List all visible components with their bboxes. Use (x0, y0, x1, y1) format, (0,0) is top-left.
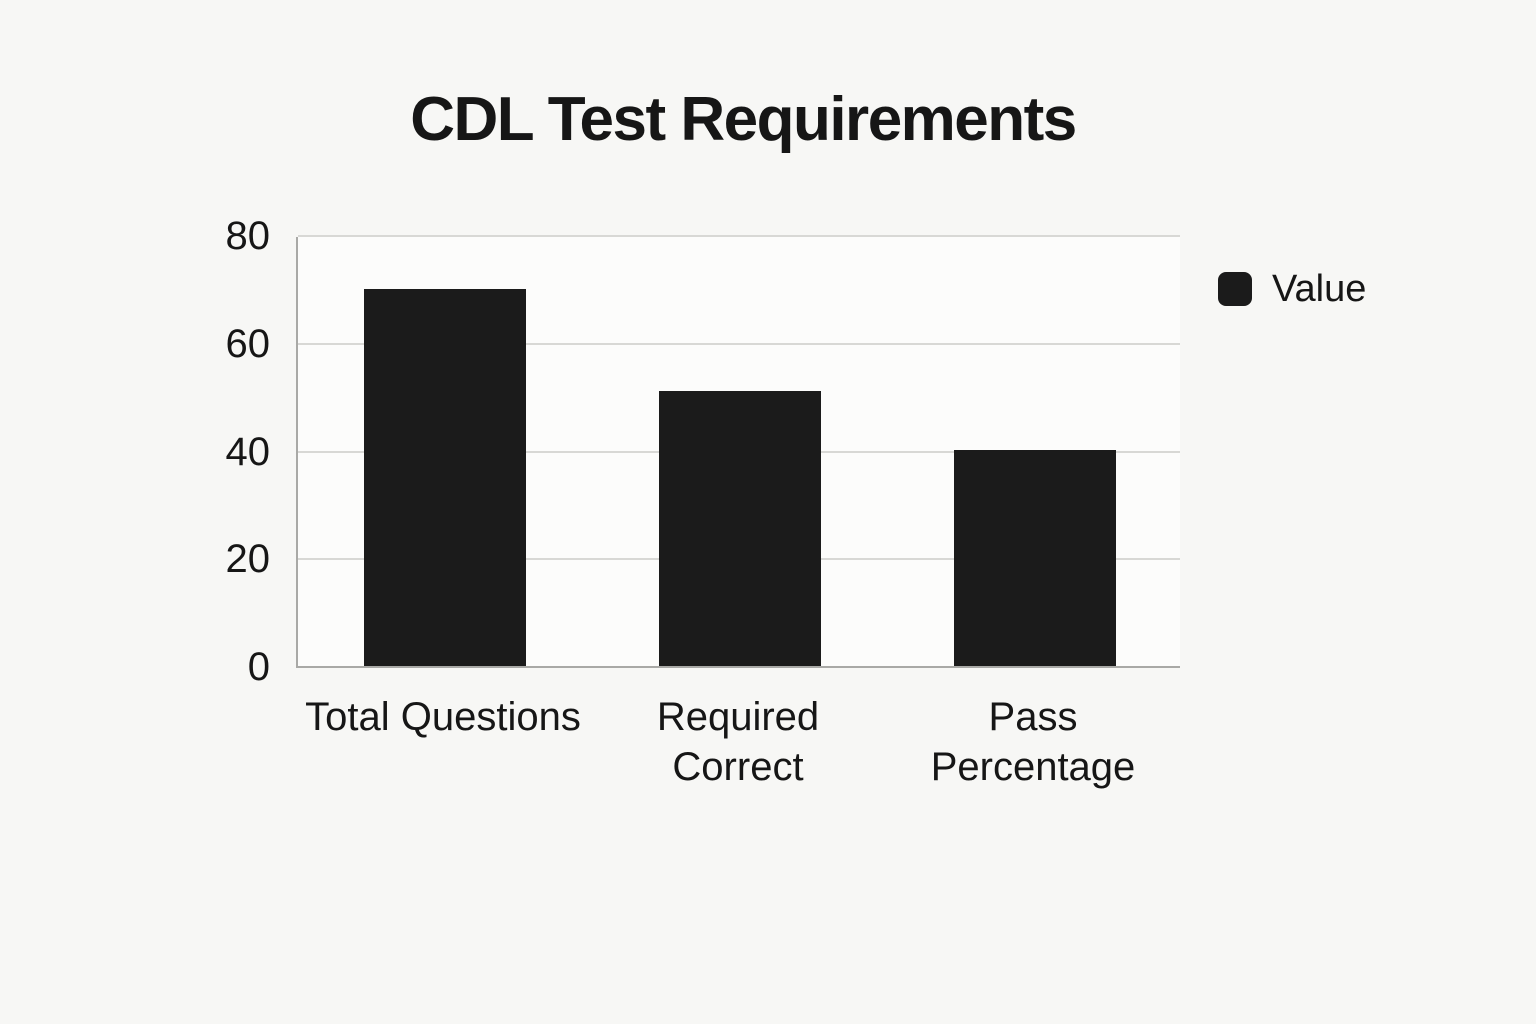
y-tick-label-0: 0 (247, 645, 270, 689)
y-tick-label-60: 60 (225, 321, 271, 366)
legend-label: Value (1272, 268, 1367, 310)
bar-required-correct (659, 391, 821, 666)
x-label-total-questions: Total Questions (305, 695, 581, 739)
legend: Value (1218, 270, 1366, 308)
gridline-60 (298, 342, 1180, 345)
y-tick-label-20: 20 (225, 537, 271, 582)
legend-swatch-icon (1218, 272, 1252, 306)
x-label-required-correct: Required Correct (656, 695, 820, 789)
plot-area (296, 235, 1180, 668)
gridline-80 (298, 235, 1180, 237)
bar-total-questions (364, 289, 526, 666)
chart-title: CDL Test Requirements (410, 85, 1077, 154)
y-tick-label-80: 80 (225, 214, 271, 258)
x-label-pass-percentage: Pass Percentage (930, 695, 1136, 789)
bar-pass-percentage (954, 450, 1116, 666)
y-tick-label-40: 40 (225, 429, 271, 474)
